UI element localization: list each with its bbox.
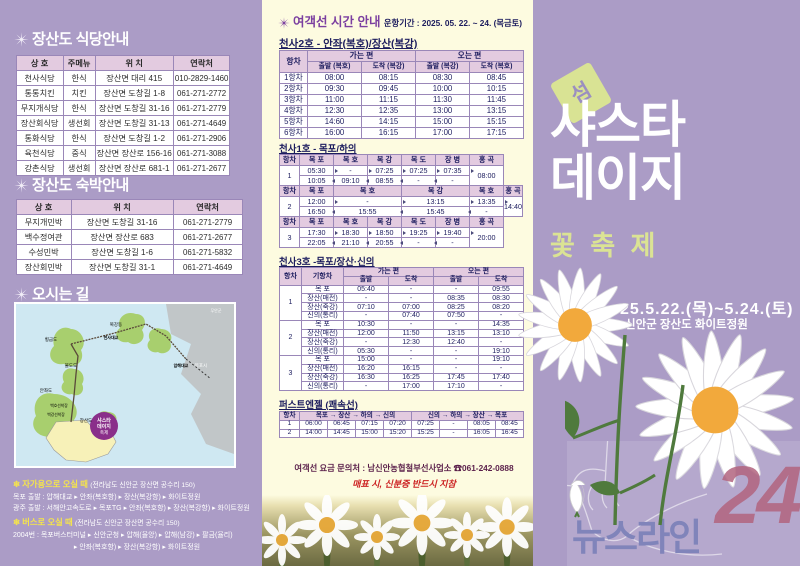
svg-text:복강동: 복강동 [110,321,122,328]
svg-text:백호선착장: 백호선착장 [50,403,68,408]
svg-text:무안군: 무안군 [210,307,221,313]
svg-text:안좌도: 안좌도 [40,387,52,394]
svg-text:압해대교: 압해대교 [174,362,189,368]
svg-text:횡금도: 횡금도 [45,336,57,342]
svg-text:장산도: 장산도 [80,417,92,423]
svg-text:천사대교: 천사대교 [104,334,119,340]
svg-text:백강선착장: 백강선착장 [47,412,65,417]
svg-text:샤스타: 샤스타 [97,417,111,424]
svg-text:데이지: 데이지 [97,423,111,430]
svg-text:불도도: 불도도 [65,362,77,369]
svg-text:축제: 축제 [100,429,108,436]
